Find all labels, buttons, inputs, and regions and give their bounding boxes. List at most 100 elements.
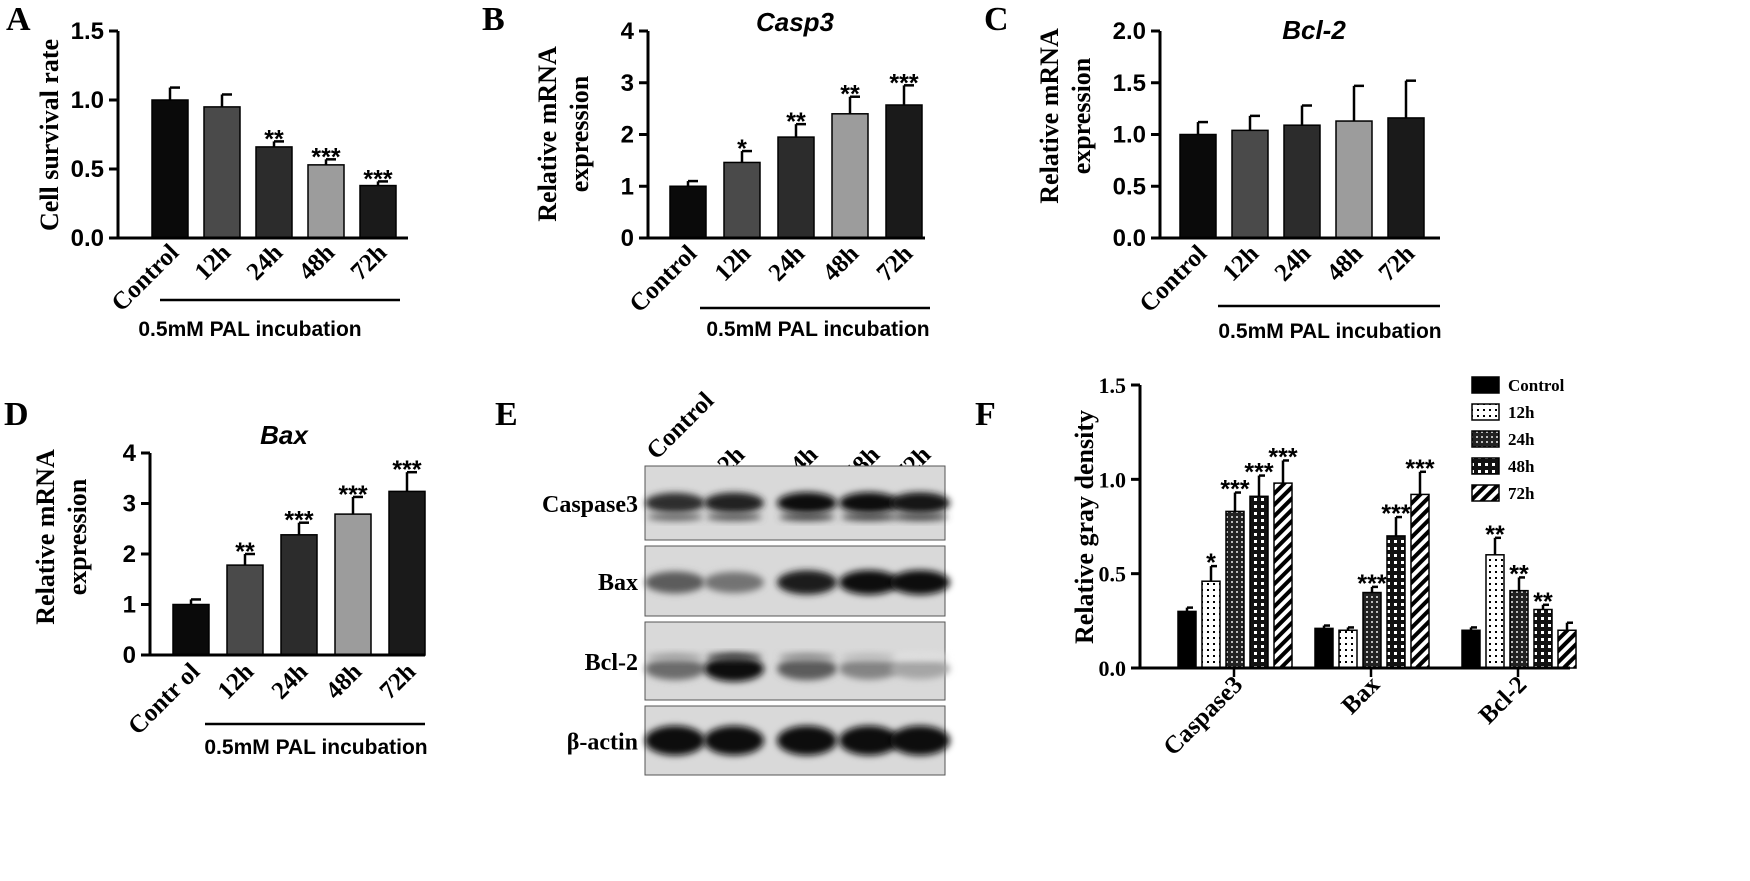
bar-bax-24h: [1362, 591, 1382, 669]
panel-letter: F: [975, 396, 996, 433]
legend-swatch: [1471, 484, 1500, 502]
blot-band: [777, 657, 837, 681]
y-tick-label: 3: [123, 491, 136, 518]
x-category-label: 24h: [242, 239, 289, 286]
bar-control: [151, 99, 189, 239]
x-category-label: 24h: [267, 658, 314, 705]
blot-band-faint: [779, 652, 835, 661]
significance-label: ***: [338, 481, 367, 509]
bar-bcl-2-12h: [1485, 554, 1505, 669]
blot-band: [839, 658, 899, 680]
x-category-label: 12h: [190, 239, 237, 286]
y-tick-label: 1.0: [1113, 122, 1146, 149]
panel-d-chart: D Bax Relative mRNA expression Contr ol ** 12h…: [4, 396, 428, 759]
bar-caspase3-72h: [1273, 482, 1293, 669]
significance-label: **: [840, 81, 860, 109]
blot-row-bax: Bax: [598, 545, 950, 617]
legend-swatch: [1471, 376, 1500, 394]
x-category-label: 24h: [1270, 240, 1317, 287]
bar-72h: [359, 184, 397, 239]
significance-label: ***: [1268, 443, 1297, 471]
y-tick-label: 1.5: [1099, 373, 1127, 398]
group-label: 0.5mM PAL incubation: [138, 318, 361, 341]
blot-row-label: Bcl-2: [585, 650, 638, 676]
x-category-label: 48h: [818, 240, 865, 287]
group-label: 0.5mM PAL incubation: [204, 736, 427, 759]
blot-band-faint: [647, 513, 703, 521]
y-tick-label: 1.0: [71, 87, 104, 114]
bar-bcl-2-control: [1461, 629, 1481, 669]
bar-bcl-2-24h: [1509, 589, 1529, 669]
blot-band-faint: [706, 513, 762, 521]
x-category-label: 12h: [213, 658, 260, 705]
blot-band: [777, 725, 837, 756]
y-tick-label: 0.5: [71, 156, 104, 183]
y-tick-label: 3: [621, 70, 634, 97]
significance-label: ***: [392, 456, 421, 484]
significance-label: **: [264, 125, 284, 153]
bar-48h: [831, 113, 869, 239]
panel-letter: B: [482, 1, 505, 38]
bar-caspase3-24h: [1225, 510, 1245, 669]
blot-row-label: Bax: [598, 570, 638, 596]
blot-band: [645, 725, 705, 756]
blot-band: [777, 570, 837, 595]
blot-band: [890, 725, 950, 756]
x-category-label: Bcl-2: [1474, 671, 1532, 729]
bar-caspase3-12h: [1201, 580, 1221, 669]
significance-label: ***: [889, 69, 918, 97]
blot-row-bcl2: Bcl-2: [585, 621, 950, 701]
blot-band: [645, 571, 705, 594]
y-tick-label: 4: [123, 440, 137, 467]
x-category-label: 24h: [764, 240, 811, 287]
chart-title: Bax: [260, 420, 309, 450]
legend-entry: 72h: [1508, 484, 1535, 503]
blot-band: [839, 492, 899, 514]
blot-band-faint: [892, 513, 948, 521]
bar-48h: [334, 513, 372, 656]
bar-12h: [226, 564, 264, 656]
x-category-label: 72h: [375, 658, 422, 705]
blot-band: [704, 656, 764, 682]
significance-label: **: [1485, 521, 1505, 549]
legend-entry: 48h: [1508, 457, 1535, 476]
y-tick-label: 0.0: [1113, 225, 1146, 252]
y-tick-label: 1: [123, 592, 136, 619]
panel-letter: C: [984, 1, 1009, 38]
chart-legend: Control 12h 24h 48h 72h: [1471, 376, 1565, 503]
bar-bcl-2-48h: [1533, 608, 1553, 669]
blot-band-faint: [647, 652, 703, 661]
group-label: 0.5mM PAL incubation: [1218, 320, 1441, 343]
y-axis-title: expression: [565, 75, 594, 192]
legend-entry: 24h: [1508, 430, 1535, 449]
chart-title: Bcl-2: [1282, 15, 1346, 45]
bar-48h: [307, 164, 345, 239]
x-category-label: 48h: [321, 658, 368, 705]
bar-24h: [255, 146, 293, 239]
y-tick-label: 0.0: [1099, 656, 1127, 681]
significance-label: **: [1533, 588, 1553, 616]
significance-label: ***: [284, 507, 313, 535]
x-category-label: 48h: [294, 239, 341, 286]
blot-band-faint: [706, 652, 762, 661]
bar-bax-48h: [1386, 535, 1406, 669]
y-tick-label: 1: [621, 173, 634, 200]
blot-row-label: β-actin: [567, 730, 638, 756]
panel-letter: E: [495, 396, 518, 433]
blot-band: [645, 492, 705, 514]
significance-label: **: [1509, 560, 1529, 588]
x-category-label: 48h: [1322, 240, 1369, 287]
bar-12h: [723, 161, 761, 239]
panel-f-chart: F Relative gray density **********Caspase3…: [975, 373, 1577, 761]
y-axis-title: Relative mRNA: [1035, 28, 1064, 204]
y-tick-label: 0: [621, 225, 634, 252]
y-axis-title: Cell survival rate: [35, 39, 64, 231]
bar-24h: [1283, 124, 1321, 239]
panel-letter: A: [6, 1, 31, 38]
legend-entry: 12h: [1508, 403, 1535, 422]
